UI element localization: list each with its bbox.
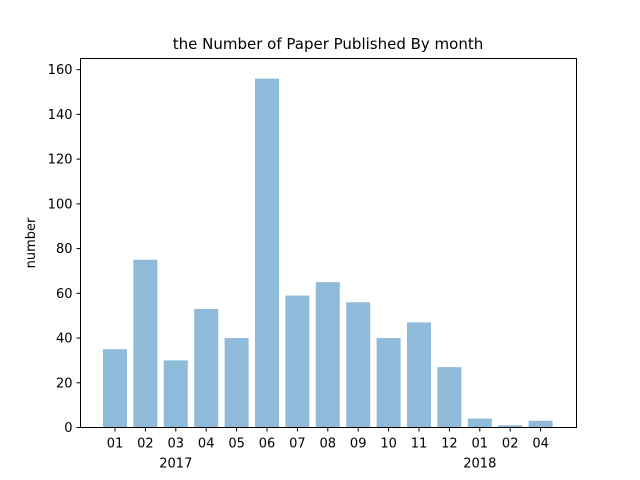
y-ticks-group: 0 20 40 60 80 100 120 140 160 <box>48 63 81 436</box>
year-label-0: 2017 <box>159 457 192 472</box>
x-tick-label-0: 01 <box>107 437 124 452</box>
bar-7 <box>315 282 340 428</box>
bar-6 <box>285 295 310 428</box>
x-ticks-group: 01 02 03 04 05 06 07 08 09 10 11 12 01 02 04 <box>107 427 549 452</box>
chart-title: the Number of Paper Published By month <box>173 35 484 53</box>
y-tick-label-0: 0 <box>64 421 72 436</box>
y-tick-label-3: 60 <box>56 287 73 302</box>
x-tick-label-11: 12 <box>441 437 458 452</box>
bar-12 <box>467 418 492 428</box>
bar-4 <box>224 338 249 428</box>
x-tick-label-7: 08 <box>320 437 337 452</box>
bar-0 <box>103 349 127 428</box>
x-tick-label-9: 10 <box>380 437 397 452</box>
x-tick-label-5: 06 <box>259 437 276 452</box>
y-tick-label-5: 100 <box>48 197 73 212</box>
year-labels-group: 2017 2018 <box>159 457 496 472</box>
bars-group <box>103 78 553 428</box>
x-tick-label-13: 02 <box>502 437 519 452</box>
y-tick-label-8: 160 <box>48 63 73 78</box>
bar-1 <box>133 259 158 428</box>
bar-5 <box>255 78 279 428</box>
x-tick-label-12: 01 <box>472 437 489 452</box>
x-tick-label-8: 09 <box>350 437 367 452</box>
bar-3 <box>194 308 219 428</box>
bar-8 <box>346 302 371 428</box>
y-tick-label-7: 140 <box>48 108 73 123</box>
y-tick-label-6: 120 <box>48 153 73 168</box>
y-tick-label-1: 20 <box>56 376 73 391</box>
y-axis-label: number <box>24 217 39 268</box>
x-tick-label-2: 03 <box>168 437 185 452</box>
bar-14 <box>528 420 553 428</box>
plot-frame <box>80 58 577 428</box>
bar-11 <box>437 367 462 428</box>
y-tick-label-2: 40 <box>56 332 73 347</box>
x-tick-label-10: 11 <box>411 437 428 452</box>
x-tick-label-14: 04 <box>532 437 549 452</box>
bar-9 <box>376 338 401 428</box>
x-tick-label-4: 05 <box>228 437 245 452</box>
x-tick-label-3: 04 <box>198 437 215 452</box>
x-tick-label-1: 02 <box>137 437 154 452</box>
year-label-1: 2018 <box>463 457 496 472</box>
bar-13 <box>498 425 523 428</box>
bar-10 <box>407 322 431 428</box>
bar-2 <box>163 360 188 428</box>
y-tick-label-4: 80 <box>56 242 73 257</box>
x-tick-label-6: 07 <box>289 437 306 452</box>
